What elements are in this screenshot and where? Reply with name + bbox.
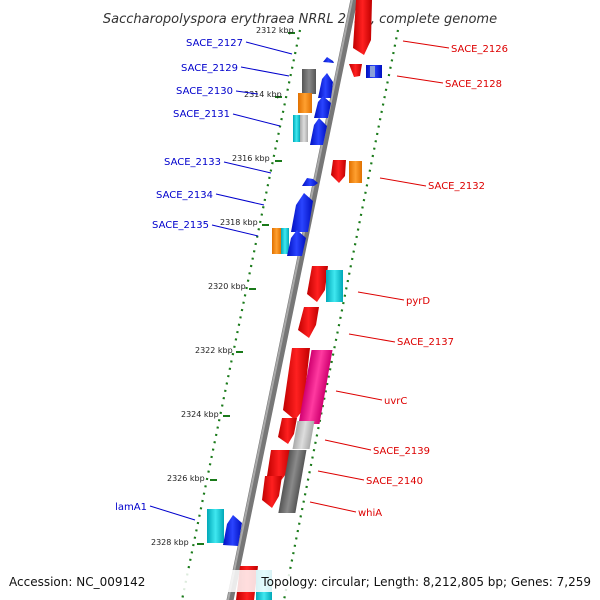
kbp-tick-label: 2324 kbp xyxy=(181,410,219,419)
gene-label-sace-2140[interactable]: SACE_2140 xyxy=(366,476,423,487)
gene-label-sace-2134[interactable]: SACE_2134 xyxy=(156,190,213,201)
feature-sace-2137[interactable] xyxy=(298,307,319,338)
feature-sace-2130[interactable] xyxy=(314,96,331,118)
gene-label-sace-2127[interactable]: SACE_2127 xyxy=(186,38,243,49)
accession-text: Accession: NC_009142 xyxy=(9,575,145,589)
gene-label-sace-2137[interactable]: SACE_2137 xyxy=(397,337,454,348)
feature-sace-2130-orange[interactable] xyxy=(298,93,312,113)
kbp-tick-label: 2314 kbp xyxy=(244,90,282,99)
feature-sace-2129[interactable] xyxy=(318,73,333,98)
feature-lama1-cyan[interactable] xyxy=(207,509,224,543)
feature-sace-2140[interactable] xyxy=(278,450,307,513)
gene-label-pyrd[interactable]: pyrD xyxy=(406,296,430,307)
feature-sace-2131[interactable] xyxy=(310,118,327,145)
reverse-leader-lines xyxy=(149,41,293,521)
feature-whia-red[interactable] xyxy=(262,476,282,508)
forward-leader-lines xyxy=(309,40,450,513)
gene-label-sace-2131[interactable]: SACE_2131 xyxy=(173,109,230,120)
gene-label-sace-2128[interactable]: SACE_2128 xyxy=(445,79,502,90)
kbp-tick-label: 2316 kbp xyxy=(232,154,270,163)
kbp-tick-label: 2312 kbp xyxy=(256,26,294,35)
backbone xyxy=(226,0,358,600)
gene-label-sace-2126[interactable]: SACE_2126 xyxy=(451,44,508,55)
feature-sace-2129-gray[interactable] xyxy=(302,69,316,94)
feature-sace-2132[interactable] xyxy=(349,161,362,183)
kbp-tick-label: 2322 kbp xyxy=(195,346,233,355)
feature-sace-2128-red[interactable] xyxy=(349,64,362,77)
feature-lama1[interactable] xyxy=(223,515,242,546)
gene-label-sace-2132[interactable]: SACE_2132 xyxy=(428,181,485,192)
kbp-tick-label: 2328 kbp xyxy=(151,538,189,547)
kbp-tick-label: 2318 kbp xyxy=(220,218,258,227)
gene-label-whia[interactable]: whiA xyxy=(358,508,382,519)
gene-label-sace-2130[interactable]: SACE_2130 xyxy=(176,86,233,97)
gene-label-uvrc[interactable]: uvrC xyxy=(384,396,407,407)
feature-sace-2131-cyan[interactable] xyxy=(293,115,300,142)
feature-sace-2133[interactable] xyxy=(302,178,318,186)
reverse-strand-features xyxy=(207,57,334,546)
kbp-tick-labels: 2312 kbp 2314 kbp 2316 kbp 2318 kbp 2320… xyxy=(151,26,294,547)
kbp-tick-label: 2326 kbp xyxy=(167,474,205,483)
map-title: Saccharopolyspora erythraea NRRL 2338, c… xyxy=(103,12,497,27)
gene-label-lama1[interactable]: lamA1 xyxy=(115,502,147,513)
feature-sace-2135[interactable] xyxy=(287,230,306,256)
feature-sace-2126[interactable] xyxy=(353,0,372,55)
feature-sace-2135-cyan[interactable] xyxy=(281,228,289,254)
feature-pyrd[interactable] xyxy=(326,270,343,302)
forward-strand-features xyxy=(236,0,382,600)
kbp-tick-label: 2320 kbp xyxy=(208,282,246,291)
footer-background xyxy=(0,570,600,592)
gene-label-sace-2133[interactable]: SACE_2133 xyxy=(164,157,221,168)
feature-sace-2132-red[interactable] xyxy=(331,160,346,183)
kbp-tick-marks xyxy=(197,32,295,545)
feature-sace-2140-red[interactable] xyxy=(267,450,291,483)
gene-label-sace-2139[interactable]: SACE_2139 xyxy=(373,446,430,457)
feature-sace-2139-red2[interactable] xyxy=(278,418,297,444)
feature-sace-2128-light[interactable] xyxy=(370,66,375,77)
feature-sace-2135-orange[interactable] xyxy=(272,228,281,254)
gene-label-sace-2135[interactable]: SACE_2135 xyxy=(152,220,209,231)
feature-sace-2134[interactable] xyxy=(291,193,313,232)
feature-pyrd-red[interactable] xyxy=(307,266,328,302)
feature-uvrc[interactable] xyxy=(298,350,333,424)
reverse-labels: SACE_2127 SACE_2129 SACE_2130 SACE_2131 … xyxy=(115,38,243,513)
gene-label-sace-2129[interactable]: SACE_2129 xyxy=(181,63,238,74)
forward-labels: SACE_2126 SACE_2128 SACE_2132 pyrD SACE_… xyxy=(358,44,508,519)
feature-sace-2139[interactable] xyxy=(292,421,315,449)
feature-sace-2127[interactable] xyxy=(323,57,334,63)
feature-sace-2131-gray[interactable] xyxy=(300,115,308,142)
genome-summary-text: Topology: circular; Length: 8,212,805 bp… xyxy=(260,575,591,589)
